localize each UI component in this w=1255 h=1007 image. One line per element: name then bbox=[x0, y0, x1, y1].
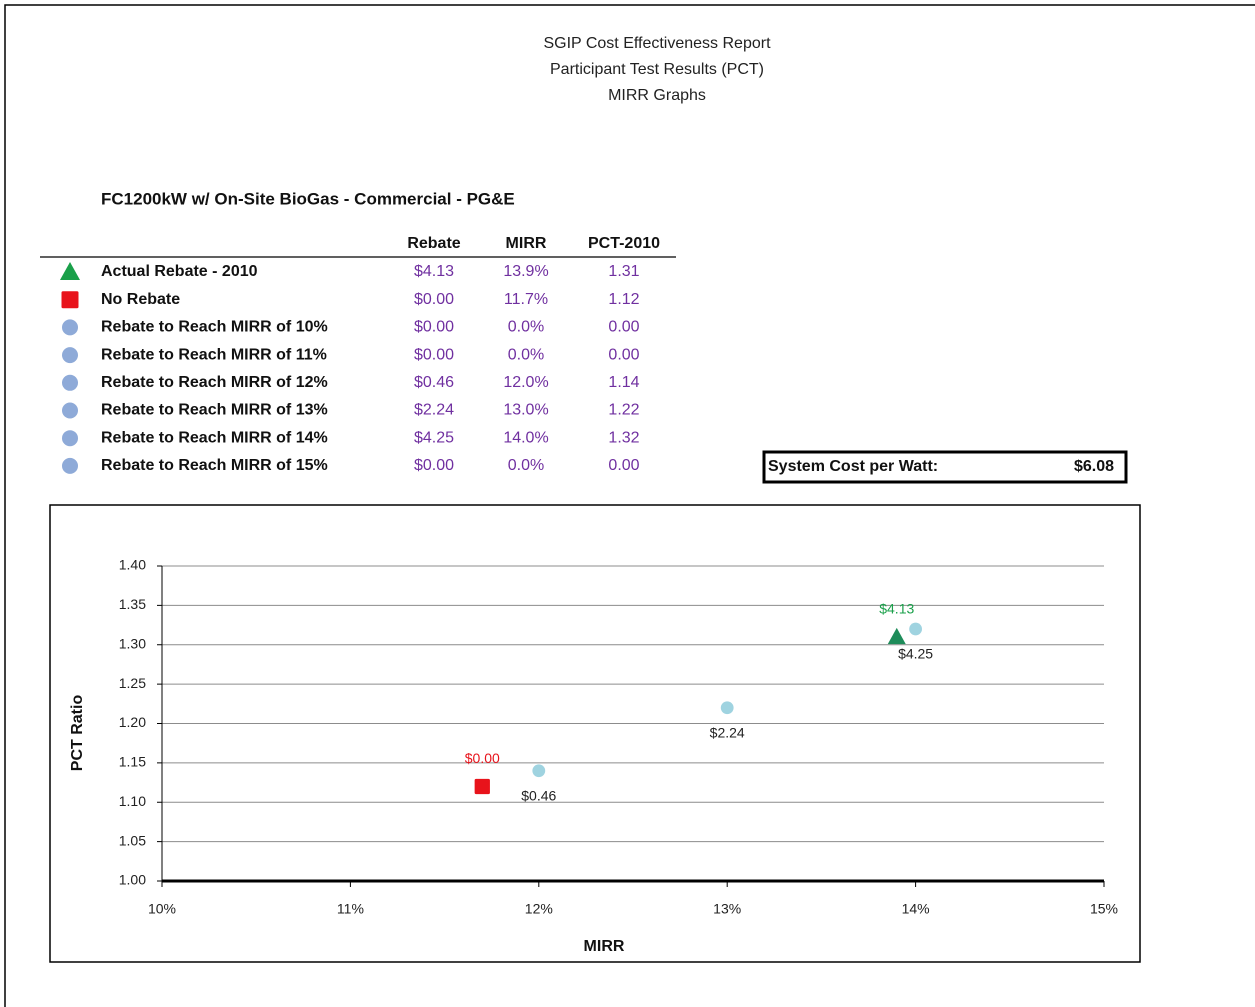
marker-circle bbox=[62, 430, 78, 447]
row-label: Rebate to Reach MIRR of 12% bbox=[101, 374, 328, 391]
cell: 11.7% bbox=[504, 291, 548, 308]
y-tick-label: 1.10 bbox=[119, 793, 146, 809]
marker-square bbox=[61, 291, 79, 309]
marker-circle bbox=[909, 622, 922, 636]
system-cost-label: System Cost per Watt: bbox=[768, 458, 938, 475]
cell: $0.00 bbox=[414, 457, 454, 474]
column-header: MIRR bbox=[506, 235, 547, 252]
x-tick-label: 14% bbox=[902, 901, 930, 917]
system-cost-value: $6.08 bbox=[1074, 458, 1114, 475]
y-tick-label: 1.05 bbox=[119, 832, 146, 848]
row-label: Rebate to Reach MIRR of 13% bbox=[101, 402, 328, 419]
x-tick-label: 15% bbox=[1090, 901, 1118, 917]
marker-circle bbox=[62, 374, 78, 391]
cell: 0.00 bbox=[608, 346, 639, 363]
row-label: Rebate to Reach MIRR of 14% bbox=[101, 429, 328, 446]
column-header: PCT-2010 bbox=[588, 235, 660, 252]
marker-circle bbox=[62, 319, 78, 336]
cell: 1.31 bbox=[608, 263, 639, 280]
y-tick-label: 1.00 bbox=[119, 872, 146, 888]
cell: 14.0% bbox=[503, 429, 548, 446]
header-line: MIRR Graphs bbox=[608, 87, 706, 104]
cell: 13.9% bbox=[503, 263, 548, 280]
chart-frame bbox=[49, 504, 1141, 963]
row-label: Rebate to Reach MIRR of 11% bbox=[101, 346, 327, 363]
cell: 0.00 bbox=[608, 319, 639, 336]
cell: 1.12 bbox=[608, 291, 639, 308]
header-line: SGIP Cost Effectiveness Report bbox=[543, 35, 771, 52]
row-label: No Rebate bbox=[101, 291, 180, 308]
y-tick-label: 1.15 bbox=[119, 754, 146, 770]
cell: $4.25 bbox=[414, 429, 454, 446]
x-axis-title: MIRR bbox=[584, 938, 625, 955]
cell: $4.13 bbox=[414, 263, 454, 280]
cell: $2.24 bbox=[414, 402, 454, 419]
cell: 0.0% bbox=[508, 457, 544, 474]
row-label: Actual Rebate - 2010 bbox=[101, 263, 258, 280]
marker-circle bbox=[532, 764, 546, 778]
cell: 13.0% bbox=[503, 402, 548, 419]
y-tick-label: 1.20 bbox=[119, 714, 146, 730]
cell: $0.00 bbox=[414, 319, 454, 336]
column-header: Rebate bbox=[407, 235, 460, 252]
cell: 0.0% bbox=[508, 319, 544, 336]
cell: 1.22 bbox=[608, 402, 639, 419]
point-label: $4.25 bbox=[898, 646, 933, 662]
page-border bbox=[4, 4, 1255, 1007]
y-tick-label: 1.25 bbox=[119, 675, 146, 691]
marker-triangle bbox=[60, 262, 80, 280]
x-tick-label: 13% bbox=[713, 901, 741, 917]
cell: $0.00 bbox=[414, 291, 454, 308]
cell: $0.46 bbox=[414, 374, 454, 391]
x-tick-label: 10% bbox=[148, 901, 176, 917]
x-tick-label: 11% bbox=[337, 901, 364, 917]
header-line: Participant Test Results (PCT) bbox=[550, 61, 764, 78]
y-axis-title: PCT Ratio bbox=[69, 695, 86, 772]
point-label: $0.46 bbox=[521, 787, 556, 803]
system-cost-box bbox=[762, 450, 1128, 484]
subtitle: FC1200kW w/ On-Site BioGas - Commercial … bbox=[101, 189, 515, 208]
y-tick-label: 1.30 bbox=[119, 635, 146, 651]
point-label: $2.24 bbox=[710, 724, 745, 740]
marker-triangle bbox=[887, 627, 906, 645]
point-label: $0.00 bbox=[465, 750, 500, 766]
marker-circle bbox=[62, 402, 78, 419]
cell: 0.0% bbox=[508, 346, 544, 363]
row-label: Rebate to Reach MIRR of 10% bbox=[101, 319, 328, 336]
marker-circle bbox=[720, 701, 734, 715]
row-label: Rebate to Reach MIRR of 15% bbox=[101, 457, 328, 474]
y-tick-label: 1.35 bbox=[119, 596, 146, 612]
point-label: $4.13 bbox=[879, 601, 914, 617]
y-tick-label: 1.40 bbox=[119, 557, 146, 573]
cell: 1.32 bbox=[608, 429, 639, 446]
cell: 0.00 bbox=[608, 457, 639, 474]
cell: 1.14 bbox=[608, 374, 639, 391]
marker-circle bbox=[62, 457, 78, 474]
marker-square bbox=[474, 778, 490, 795]
cell: $0.00 bbox=[414, 346, 454, 363]
x-tick-label: 12% bbox=[525, 901, 553, 917]
cell: 12.0% bbox=[503, 374, 548, 391]
marker-circle bbox=[62, 347, 78, 364]
